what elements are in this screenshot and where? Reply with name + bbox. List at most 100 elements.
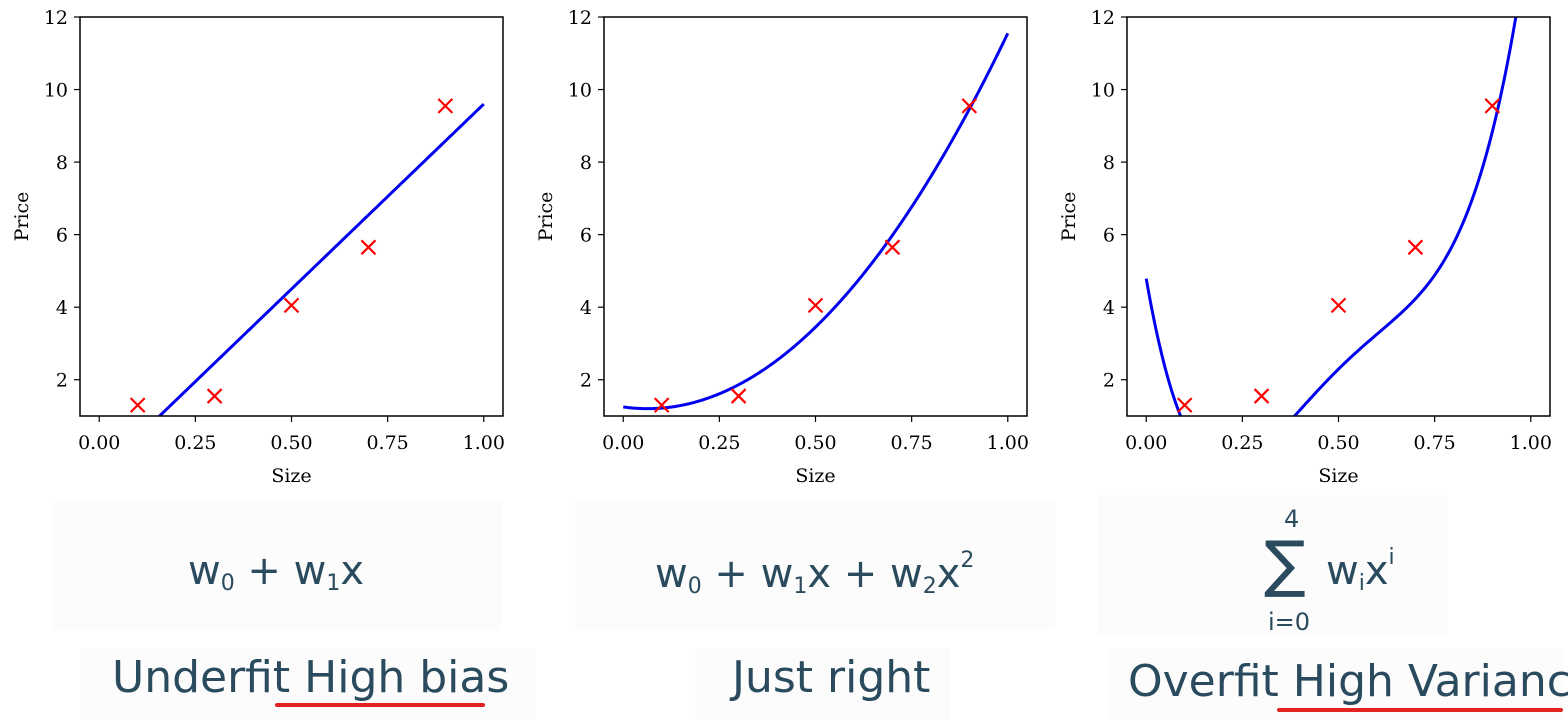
subscript-i: i bbox=[1358, 571, 1365, 596]
subscript-0: 0 bbox=[687, 574, 702, 599]
superscript-2: 2 bbox=[960, 548, 975, 573]
y-tick-label: 4 bbox=[56, 297, 68, 319]
y-axis-label: Price bbox=[1058, 192, 1080, 242]
caption-overfit-text: Overfit bbox=[1128, 656, 1293, 707]
subscript-1: 1 bbox=[326, 571, 341, 596]
plus-sign: + bbox=[234, 548, 294, 594]
w-symbol: w bbox=[293, 548, 327, 594]
superscript-i: i bbox=[1388, 545, 1395, 570]
data-point-marker bbox=[360, 239, 377, 256]
y-tick-label: 12 bbox=[568, 7, 592, 29]
x-tick-label: 1.00 bbox=[1510, 432, 1552, 454]
w-symbol: w bbox=[760, 551, 794, 597]
caption-high-bias: High bias bbox=[304, 652, 510, 703]
x-symbol: x bbox=[1364, 548, 1389, 594]
fit-curve bbox=[157, 102, 485, 416]
x-tick-label: 1.00 bbox=[463, 432, 505, 454]
plus-sign: + bbox=[831, 551, 891, 597]
data-point-marker bbox=[206, 388, 223, 404]
y-tick-label: 10 bbox=[568, 80, 592, 102]
w-symbol: w bbox=[1326, 548, 1359, 594]
data-point-marker bbox=[437, 98, 454, 114]
x-tick-label: 0.00 bbox=[1125, 432, 1167, 454]
x-tick-label: 0.75 bbox=[366, 432, 408, 454]
y-tick-label: 2 bbox=[580, 370, 592, 392]
data-point-marker bbox=[1484, 98, 1501, 114]
high-bias-underline bbox=[275, 703, 485, 707]
y-axis-label: Price bbox=[535, 192, 557, 242]
formula-linear: w0 + w1x bbox=[188, 548, 364, 596]
w-symbol: w bbox=[188, 548, 221, 594]
x-tick-label: 1.00 bbox=[987, 432, 1029, 454]
x-tick-label: 0.50 bbox=[1317, 432, 1359, 454]
y-tick-label: 6 bbox=[580, 225, 592, 247]
sum-term: wixi bbox=[1326, 545, 1395, 596]
y-tick-label: 6 bbox=[56, 225, 68, 247]
high-variance-underline bbox=[1277, 708, 1563, 712]
w-symbol: w bbox=[655, 551, 688, 597]
data-point-marker bbox=[807, 297, 824, 314]
caption-underfit: Underfit High bias bbox=[112, 652, 509, 703]
y-tick-label: 2 bbox=[56, 370, 68, 392]
x-axis-label: Size bbox=[795, 465, 835, 487]
x-axis-label: Size bbox=[1318, 465, 1358, 487]
caption-underfit-text: Underfit bbox=[112, 652, 305, 703]
data-point-marker bbox=[1253, 388, 1270, 404]
fit-curve bbox=[1144, 17, 1518, 416]
chart-panel-1: 0.00 0.25 0.50 0.75 1.00 2 4 6 8 10 12 Size Price bbox=[11, 7, 505, 487]
x-tick-label: 0.25 bbox=[174, 432, 216, 454]
formula-3-box bbox=[1098, 495, 1448, 635]
caption-2-box bbox=[695, 648, 950, 720]
chart-panel-3: 0.00 0.25 0.50 0.75 1.00 2 4 6 8 10 12 Size Price bbox=[1058, 7, 1552, 487]
charts-area: 0.00 0.25 0.50 0.75 1.0024681012SizePrice0.0… bbox=[11, 7, 1552, 487]
data-point-marker bbox=[730, 388, 747, 404]
data-point-marker bbox=[129, 397, 146, 413]
x-tick-label: 0.25 bbox=[698, 432, 740, 454]
y-axis-label: Price bbox=[11, 192, 33, 242]
w-symbol: w bbox=[890, 551, 923, 597]
x-tick-label: 0.75 bbox=[1413, 432, 1455, 454]
y-tick-label: 8 bbox=[56, 152, 68, 174]
plus-sign: + bbox=[701, 551, 761, 597]
x-tick-label: 0.00 bbox=[602, 432, 644, 454]
formula-summation: 4 ∑ i=0 wixi bbox=[1262, 505, 1422, 636]
caption-just-right: Just right bbox=[732, 652, 931, 703]
sum-lower-limit: i=0 bbox=[1268, 608, 1311, 636]
plot-frame bbox=[603, 16, 1028, 417]
plot-frame bbox=[1126, 16, 1551, 417]
sum-upper-limit: 4 bbox=[1284, 505, 1300, 533]
data-point-marker bbox=[1176, 397, 1193, 413]
plot-frame bbox=[79, 16, 504, 417]
data-point-marker bbox=[1330, 297, 1347, 314]
y-tick-label: 10 bbox=[1091, 80, 1115, 102]
data-point-marker bbox=[961, 98, 978, 114]
y-tick-label: 8 bbox=[580, 152, 592, 174]
formula-quadratic: w0 + w1x + w2x2 bbox=[655, 548, 974, 599]
fit-curve bbox=[623, 32, 1010, 411]
x-tick-label: 0.50 bbox=[270, 432, 312, 454]
data-point-marker bbox=[283, 297, 300, 314]
y-tick-label: 4 bbox=[1103, 297, 1115, 319]
subscript-0: 0 bbox=[220, 571, 235, 596]
x-tick-label: 0.75 bbox=[890, 432, 932, 454]
caption-overfit: Overfit High Variance bbox=[1128, 656, 1568, 707]
subscript-2: 2 bbox=[922, 574, 937, 599]
x-tick-label: 0.25 bbox=[1221, 432, 1263, 454]
x-symbol: x bbox=[340, 548, 365, 594]
y-tick-label: 10 bbox=[44, 80, 68, 102]
x-tick-label: 0.50 bbox=[794, 432, 836, 454]
y-tick-label: 12 bbox=[44, 7, 68, 29]
data-point-marker bbox=[653, 397, 670, 413]
formula-2-box bbox=[575, 500, 1055, 630]
caption-1-box bbox=[80, 648, 535, 720]
data-point-marker bbox=[884, 239, 901, 256]
y-tick-label: 2 bbox=[1103, 370, 1115, 392]
y-tick-label: 6 bbox=[1103, 225, 1115, 247]
y-tick-label: 4 bbox=[580, 297, 592, 319]
caption-high-variance: High Variance bbox=[1292, 656, 1568, 707]
y-tick-label: 8 bbox=[1103, 152, 1115, 174]
x-tick-label: 0.00 bbox=[78, 432, 120, 454]
data-point-marker bbox=[1407, 239, 1424, 256]
y-tick-label: 12 bbox=[1091, 7, 1115, 29]
chart-panel-2: 0.00 0.25 0.50 0.75 1.00 2 4 6 8 10 12 Size Price bbox=[535, 7, 1029, 487]
